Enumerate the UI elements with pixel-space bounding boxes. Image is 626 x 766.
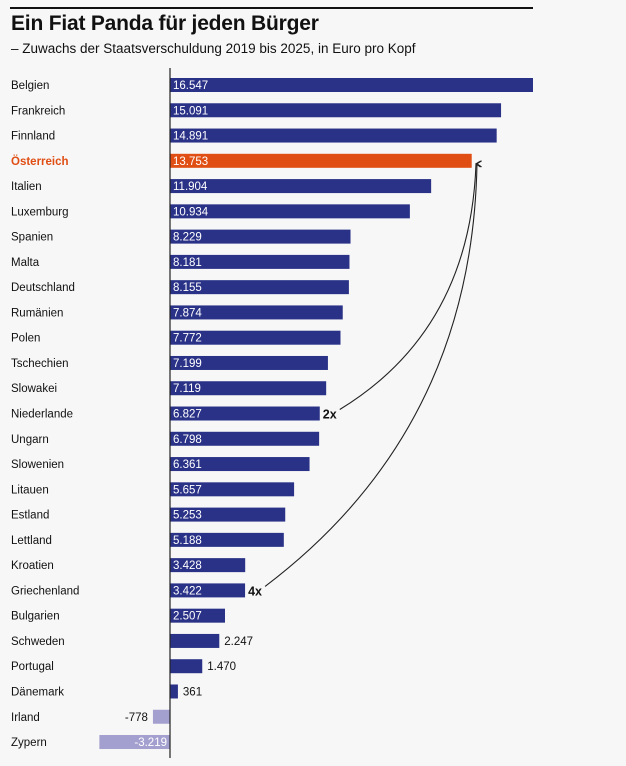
bar-polen — [170, 330, 341, 345]
category-label: Estland — [11, 510, 49, 522]
value-label: 16.547 — [173, 80, 208, 92]
value-label: 361 — [183, 686, 202, 698]
category-label: Zypern — [11, 737, 47, 749]
category-label: Spanien — [11, 232, 53, 244]
value-label: 13.753 — [173, 156, 208, 168]
value-label: 2.247 — [224, 636, 253, 648]
category-label: Belgien — [11, 80, 49, 92]
top-rule — [10, 7, 533, 9]
bar-lettland — [170, 532, 284, 547]
bar-litauen — [170, 482, 295, 497]
category-label: Portugal — [11, 661, 54, 673]
bar-niederlande — [170, 406, 320, 421]
category-label: Italien — [11, 181, 42, 193]
value-label: 5.253 — [173, 510, 202, 522]
category-label: Schweden — [11, 636, 65, 648]
category-label: Luxemburg — [11, 206, 69, 218]
value-label: 7.874 — [173, 307, 202, 319]
value-label: 1.470 — [207, 661, 236, 673]
bar-ungarn — [170, 431, 320, 446]
value-label: 7.772 — [173, 333, 202, 345]
bar-zypern — [99, 735, 170, 750]
bar-österreich — [170, 153, 472, 168]
bar-tschechien — [170, 355, 328, 370]
category-label: Malta — [11, 257, 40, 269]
bar-estland — [170, 507, 286, 522]
category-label: Bulgarien — [11, 611, 60, 623]
category-label: Rumänien — [11, 307, 63, 319]
category-label: Österreich — [11, 155, 69, 168]
value-label: 10.934 — [173, 206, 209, 218]
value-label: 8.181 — [173, 257, 202, 269]
category-label: Litauen — [11, 484, 49, 496]
value-label: 8.155 — [173, 282, 202, 294]
value-label: 11.904 — [173, 181, 208, 193]
value-label: 6.361 — [173, 459, 202, 471]
bar-portugal — [170, 659, 203, 674]
bar-bulgarien — [170, 608, 225, 623]
value-label: 5.657 — [173, 484, 202, 496]
category-label: Polen — [11, 333, 40, 345]
bar-malta — [170, 254, 350, 269]
chart-subtitle: – Zuwachs der Staatsverschuldung 2019 bi… — [11, 41, 416, 56]
bar-luxemburg — [170, 204, 410, 219]
category-label: Deutschland — [11, 282, 75, 294]
value-label: 7.199 — [173, 358, 202, 370]
category-label: Kroatien — [11, 560, 54, 572]
bar-irland — [152, 709, 170, 724]
value-label: 6.798 — [173, 434, 202, 446]
category-label: Ungarn — [11, 434, 49, 446]
category-label: Frankreich — [11, 105, 65, 117]
bar-griechenland — [170, 583, 246, 598]
annotation-arrow — [264, 160, 482, 587]
bar-slowenien — [170, 457, 310, 472]
bar-spanien — [170, 229, 351, 244]
bar-rumänien — [170, 305, 343, 320]
value-label: 14.891 — [173, 131, 208, 143]
annotation-label: 4x — [248, 584, 262, 598]
bar-kroatien — [170, 558, 246, 573]
annotation-arrow — [339, 160, 482, 410]
bar-slowakei — [170, 381, 327, 396]
value-label: 8.229 — [173, 232, 202, 244]
category-label: Finnland — [11, 131, 55, 143]
value-label: 2.507 — [173, 611, 202, 623]
bar-schweden — [170, 633, 220, 648]
category-label: Irland — [11, 712, 40, 724]
bar-italien — [170, 179, 432, 194]
category-label: Dänemark — [11, 686, 64, 698]
category-label: Slowakei — [11, 383, 57, 395]
chart-title: Ein Fiat Panda für jeden Bürger — [11, 12, 319, 35]
value-label: 15.091 — [173, 105, 208, 117]
category-label: Griechenland — [11, 585, 79, 597]
value-label: 3.422 — [173, 585, 202, 597]
value-label: 3.428 — [173, 560, 202, 572]
category-label: Slowenien — [11, 459, 64, 471]
bar-belgien — [170, 78, 533, 92]
annotation-label: 2x — [323, 408, 337, 422]
value-label: 7.119 — [173, 383, 201, 395]
value-label: -778 — [125, 712, 148, 724]
value-label: -3.219 — [134, 737, 167, 749]
bar-finnland — [170, 128, 497, 143]
category-label: Lettland — [11, 535, 52, 547]
category-label: Niederlande — [11, 409, 73, 421]
bar-deutschland — [170, 280, 349, 295]
category-label: Tschechien — [11, 358, 69, 370]
value-label: 5.188 — [173, 535, 202, 547]
bar-frankreich — [170, 103, 502, 118]
bar-dänemark — [170, 684, 178, 699]
value-label: 6.827 — [173, 409, 202, 421]
